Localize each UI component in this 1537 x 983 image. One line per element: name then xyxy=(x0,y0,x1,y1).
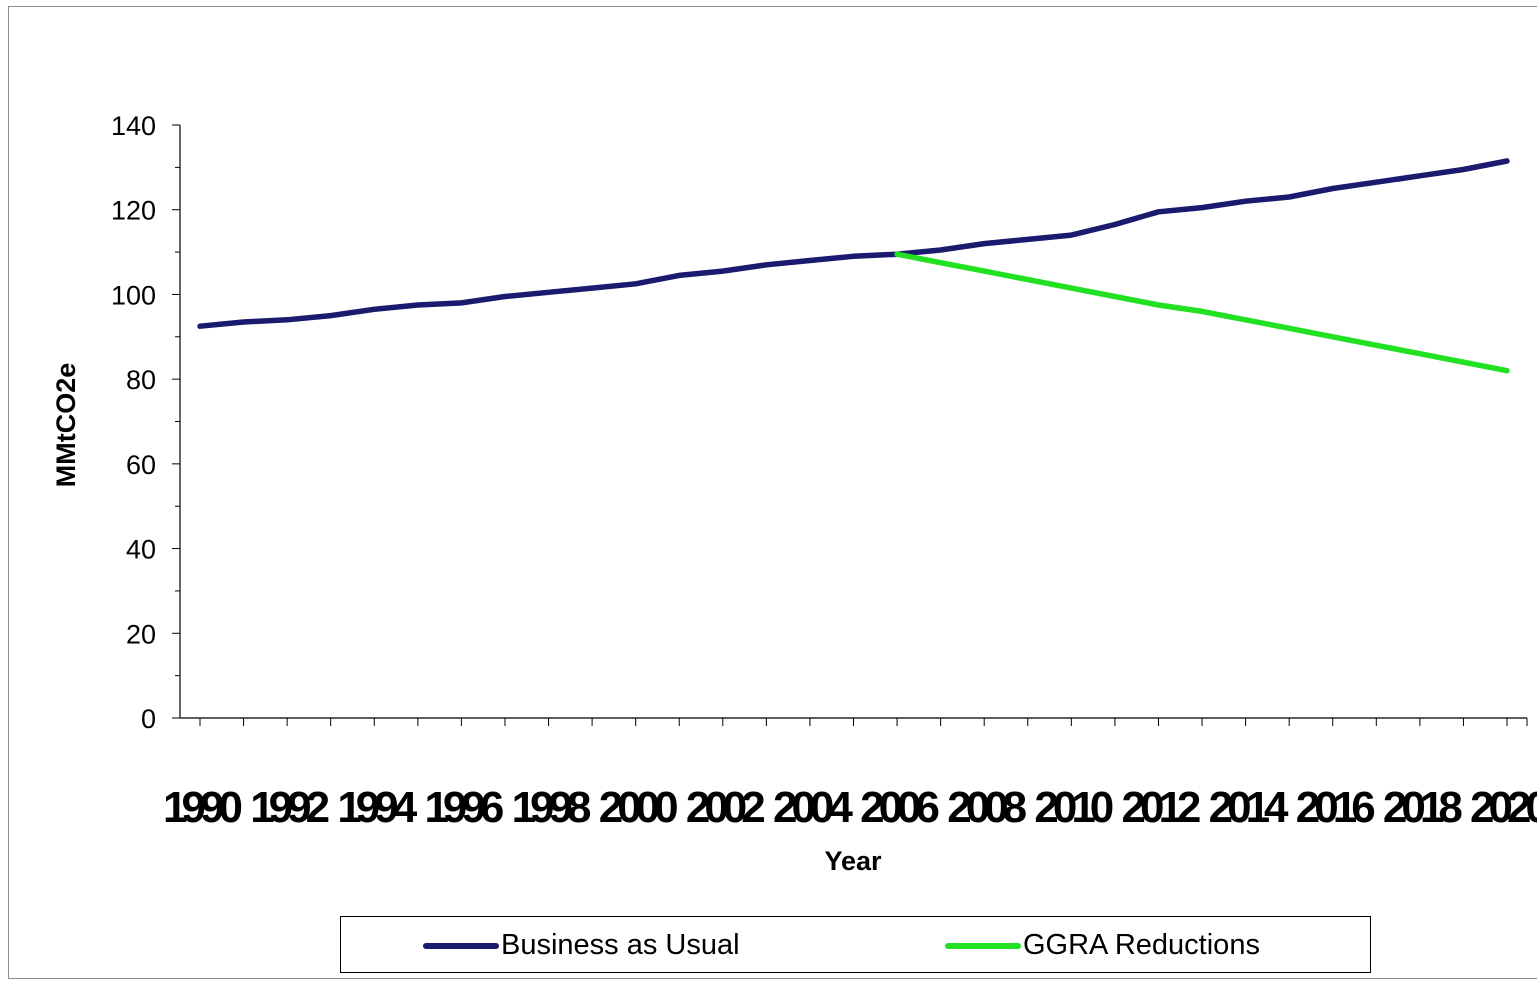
x-tick-label: 2010 xyxy=(1034,783,1112,832)
x-axis: 1990 1992 1994 1996 1998 2000 2002 2004 2006 2008… xyxy=(163,717,1537,832)
x-tick-label: 2018 xyxy=(1383,783,1462,832)
x-tick-label: 2020 xyxy=(1470,783,1537,832)
x-tick-label: 1998 xyxy=(512,783,591,832)
series-layer xyxy=(197,158,1510,374)
y-tick-label: 120 xyxy=(111,196,156,226)
y-tick-label: 0 xyxy=(141,704,156,734)
x-tick-label: 2016 xyxy=(1296,783,1374,832)
x-tick-label: 2012 xyxy=(1122,783,1200,832)
y-tick-label: 20 xyxy=(126,619,156,649)
x-tick-label: 1994 xyxy=(337,783,417,832)
x-tick-label: 2004 xyxy=(773,783,853,832)
y-tick-label: 140 xyxy=(111,111,156,141)
legend-label-business-as-usual: Business as Usual xyxy=(501,929,740,961)
x-tick-label: 1996 xyxy=(424,783,502,832)
chart-frame xyxy=(8,6,1537,979)
y-tick-label: 80 xyxy=(126,365,156,395)
series-line-business-as-usual xyxy=(197,158,1510,329)
x-tick-label: 1990 xyxy=(163,783,241,832)
legend-swatch-business-as-usual xyxy=(423,942,499,949)
x-axis-title: Year xyxy=(824,846,882,876)
x-tick-label: 1992 xyxy=(250,783,328,832)
legend-swatch-ggra-reductions xyxy=(945,942,1021,949)
y-tick-label: 100 xyxy=(111,280,156,310)
x-tick-label: 2006 xyxy=(860,783,938,832)
legend-item-ggra-reductions: GGRA Reductions xyxy=(945,917,1260,974)
legend-label-ggra-reductions: GGRA Reductions xyxy=(1023,929,1260,961)
x-tick-label: 2002 xyxy=(686,783,764,832)
y-axis: 0 20 40 60 80 100 120 140 xyxy=(111,111,181,734)
x-tick-label: 2000 xyxy=(599,783,677,832)
y-axis-title: MMtCO2e xyxy=(51,363,81,488)
legend: Business as Usual GGRA Reductions xyxy=(340,916,1371,973)
y-tick-label: 60 xyxy=(126,450,156,480)
series-line-ggra-reductions xyxy=(894,251,1510,374)
x-tick-label: 2008 xyxy=(947,783,1026,832)
x-tick-label: 2014 xyxy=(1209,783,1289,832)
legend-item-business-as-usual: Business as Usual xyxy=(423,917,740,974)
y-tick-label: 40 xyxy=(126,535,156,565)
